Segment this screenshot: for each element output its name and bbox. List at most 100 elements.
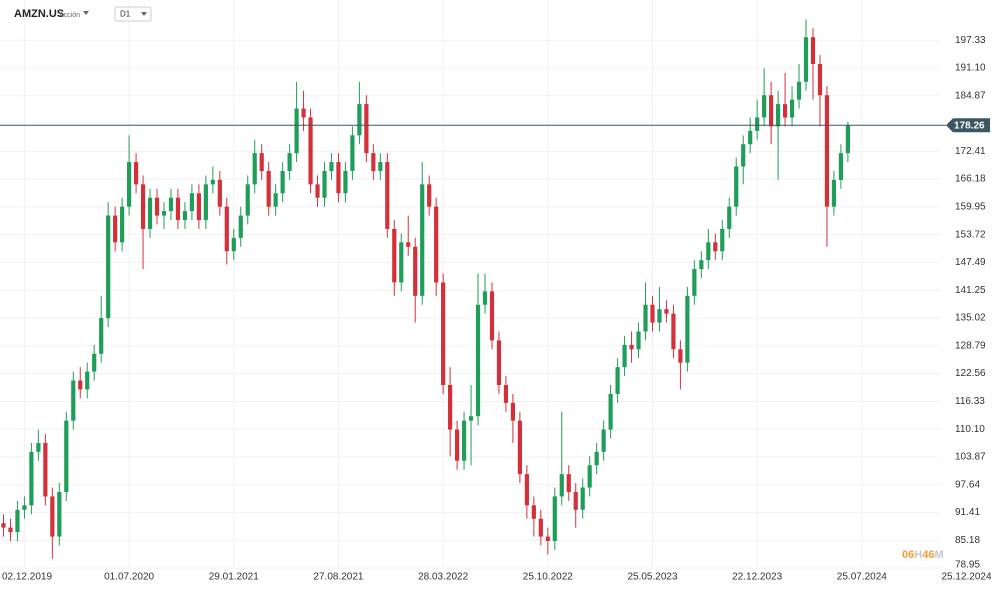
candle-body <box>92 353 97 372</box>
candle-body <box>266 170 271 207</box>
candle-body <box>657 309 662 323</box>
y-tick-label: 159.95 <box>955 202 986 213</box>
y-tick-label: 78.95 <box>955 560 980 571</box>
x-tick-label: 25.07.2024 <box>837 572 887 583</box>
candle-body <box>57 491 62 537</box>
candle-body <box>357 104 362 136</box>
candle-body <box>769 95 774 127</box>
candle-body <box>434 206 439 283</box>
candle-body <box>36 442 41 452</box>
candle-body <box>650 304 655 323</box>
dropdown-arrow[interactable] <box>141 12 147 16</box>
candle-body <box>461 420 467 461</box>
timeframe[interactable]: D1 <box>120 10 131 19</box>
candle-body <box>580 487 585 510</box>
y-tick-label: 122.56 <box>955 368 986 379</box>
last-price-tag <box>946 118 990 133</box>
y-tick-label: 91.41 <box>955 507 980 518</box>
candle-body <box>510 402 516 421</box>
candle-body <box>748 130 753 145</box>
y-tick-label: 85.18 <box>955 535 980 546</box>
candle-body <box>189 193 195 212</box>
candle-body <box>496 340 502 385</box>
symbol[interactable]: AMZN.US <box>14 8 64 20</box>
y-tick-label: 191.10 <box>955 63 986 74</box>
candle-body <box>385 162 390 229</box>
candle-body <box>734 166 739 207</box>
candle-body <box>287 153 292 171</box>
candle-body <box>392 228 397 283</box>
y-tick-label: 128.79 <box>955 340 986 351</box>
x-tick-label: 25.12.2024 <box>941 572 991 583</box>
candle-body <box>782 104 788 118</box>
candle-body <box>343 170 348 194</box>
candle-body <box>552 496 557 542</box>
countdown-part: H <box>914 549 922 561</box>
candle-body <box>475 304 481 417</box>
candle-body <box>643 304 648 332</box>
countdown-part: 06 <box>902 549 914 561</box>
timeframe-select[interactable] <box>114 6 152 22</box>
candle-body <box>259 153 264 171</box>
candle-body <box>664 309 669 314</box>
candle-body <box>671 313 676 350</box>
candle-body <box>482 291 488 305</box>
countdown-part: M <box>934 549 943 561</box>
candle-body <box>106 215 111 319</box>
candle-body <box>364 104 369 154</box>
candle-body <box>413 246 418 296</box>
candle-body <box>517 420 522 475</box>
candle-body <box>755 117 760 131</box>
candle-body <box>113 215 118 243</box>
candle-body <box>741 144 746 167</box>
candle-body <box>420 184 425 296</box>
candle-body <box>699 260 704 270</box>
candle-body <box>147 197 153 229</box>
candle-body <box>231 237 236 252</box>
candle-body <box>71 380 76 421</box>
toolbar[interactable]: AMZN.US Acción D1 <box>14 6 152 22</box>
y-tick-label: 141.25 <box>955 285 986 296</box>
candle-body <box>615 367 620 394</box>
candle-body <box>99 318 104 354</box>
candle-body <box>608 393 613 430</box>
y-tick-label: 172.41 <box>955 146 986 157</box>
candle-body <box>399 242 404 283</box>
candle-body <box>545 536 550 542</box>
candle-body <box>692 269 697 296</box>
candle-body <box>468 416 474 421</box>
candle-body <box>810 37 816 64</box>
candle-body <box>224 206 229 252</box>
candle-body <box>350 135 355 171</box>
candle-body <box>322 170 327 198</box>
candle-body <box>168 197 174 212</box>
candle-body <box>210 179 215 185</box>
candle-body <box>182 211 188 221</box>
x-tick-label: 25.05.2023 <box>627 572 677 583</box>
candle-body <box>175 197 181 221</box>
candle-body <box>378 162 383 171</box>
candle-body <box>196 193 201 221</box>
candle-body <box>273 193 278 207</box>
asset-type: Acción <box>59 12 80 19</box>
candle-body <box>796 81 802 100</box>
x-tick-label: 02.12.2019 <box>2 572 52 583</box>
candle-body <box>789 99 795 118</box>
candle-body <box>531 505 536 519</box>
candle-body <box>524 474 529 506</box>
y-tick-label: 153.72 <box>955 229 986 240</box>
candle-body <box>161 211 167 216</box>
candle-body <box>85 371 90 390</box>
candle-body <box>336 162 341 194</box>
dropdown-arrow[interactable] <box>83 11 89 15</box>
candle-body <box>329 162 334 171</box>
x-tick-label: 29.01.2021 <box>209 572 259 583</box>
x-tick-label: 22.12.2023 <box>732 572 782 583</box>
y-tick-label: 197.33 <box>955 35 986 46</box>
y-tick-label: 116.33 <box>955 396 985 407</box>
x-tick-label: 01.07.2020 <box>104 572 154 583</box>
candle-body <box>636 331 641 350</box>
